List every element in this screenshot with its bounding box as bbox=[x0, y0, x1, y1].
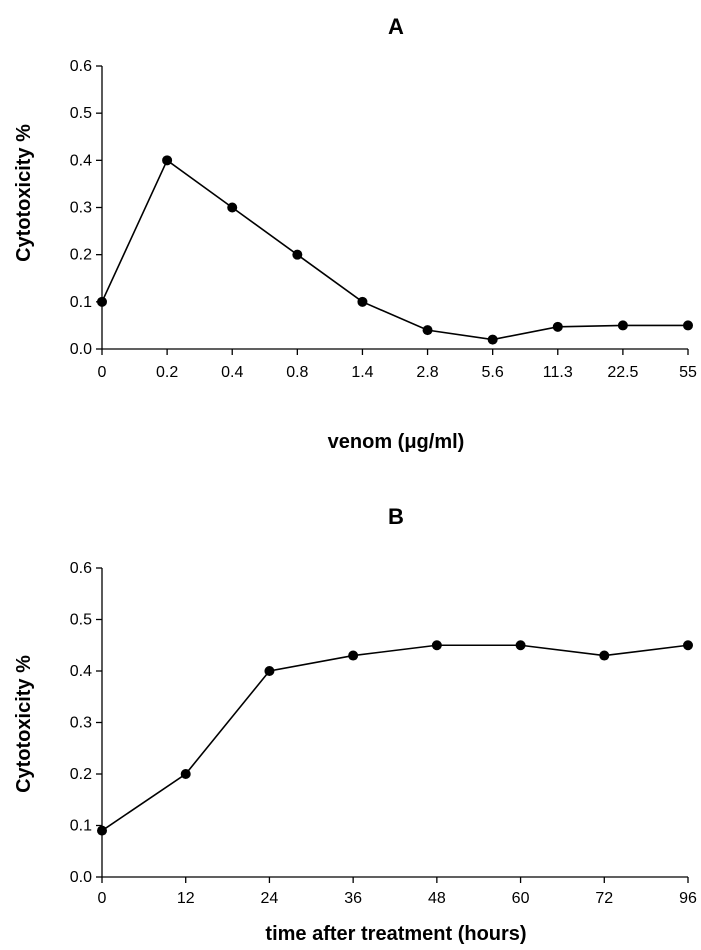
y-tick-label: 0.4 bbox=[70, 663, 92, 680]
series-line bbox=[101, 644, 689, 832]
data-point bbox=[683, 320, 693, 331]
y-tick-label: 0.5 bbox=[70, 105, 92, 122]
y-tick-label: 0.4 bbox=[70, 152, 92, 169]
data-point bbox=[227, 202, 238, 213]
x-tick-label: 22.5 bbox=[607, 364, 638, 381]
x-tick-label: 72 bbox=[595, 890, 613, 907]
x-tick-label: 96 bbox=[679, 890, 697, 907]
data-point bbox=[357, 296, 368, 307]
data-point bbox=[683, 640, 693, 651]
data-point bbox=[264, 666, 275, 676]
x-tick-label: 24 bbox=[261, 890, 279, 907]
data-point bbox=[431, 640, 442, 651]
data-point bbox=[162, 155, 173, 166]
data-point bbox=[487, 334, 498, 345]
y-tick-label: 0.0 bbox=[70, 341, 92, 358]
data-point bbox=[617, 320, 628, 331]
series-line bbox=[101, 159, 688, 341]
data-point bbox=[97, 825, 107, 836]
data-point bbox=[348, 650, 359, 661]
y-tick-label: 0.5 bbox=[70, 612, 92, 629]
data-point bbox=[180, 769, 191, 779]
data-point bbox=[422, 325, 433, 336]
x-tick-label: 0.8 bbox=[286, 364, 308, 381]
data-point bbox=[599, 650, 610, 661]
chart-panel-a: A Cytotoxicity % venom (μg/ml) 0.0 0.1 0.2… bbox=[13, 14, 697, 453]
x-tick-label: 0 bbox=[98, 364, 107, 381]
x-axis-label: venom (μg/ml) bbox=[328, 431, 465, 453]
x-tick-label: 60 bbox=[512, 890, 530, 907]
chart-title: B bbox=[388, 504, 404, 529]
x-tick-label: 2.8 bbox=[416, 364, 438, 381]
x-tick-label: 5.6 bbox=[482, 364, 504, 381]
y-tick-label: 0.6 bbox=[70, 560, 92, 577]
data-point bbox=[97, 296, 107, 307]
data-point bbox=[552, 321, 563, 332]
x-tick-label: 55 bbox=[679, 364, 697, 381]
y-tick-label: 0.2 bbox=[70, 766, 92, 783]
x-tick-label: 11.3 bbox=[543, 364, 573, 381]
y-tick-label: 0.2 bbox=[70, 247, 92, 264]
x-tick-label: 0 bbox=[98, 890, 107, 907]
y-axis-label: Cytotoxicity % bbox=[13, 124, 35, 262]
y-tick-label: 0.1 bbox=[70, 818, 92, 835]
x-tick-label: 48 bbox=[428, 890, 446, 907]
y-axis-label: Cytotoxicity % bbox=[13, 655, 35, 793]
data-point bbox=[515, 640, 526, 651]
x-tick-label: 0.4 bbox=[221, 364, 243, 381]
y-tick-label: 0.1 bbox=[70, 294, 92, 311]
x-tick-label: 12 bbox=[177, 890, 195, 907]
chart-panel-b: B Cytotoxicity % time after treatment (h… bbox=[13, 504, 697, 945]
x-tick-label: 36 bbox=[344, 890, 362, 907]
y-tick-label: 0.0 bbox=[70, 869, 92, 886]
y-tick-label: 0.6 bbox=[70, 58, 92, 75]
y-tick-label: 0.3 bbox=[70, 200, 92, 217]
x-axis-label: time after treatment (hours) bbox=[265, 923, 526, 945]
x-tick-label: 1.4 bbox=[351, 364, 373, 381]
chart-title: A bbox=[388, 14, 404, 39]
x-tick-label: 0.2 bbox=[156, 364, 178, 381]
y-tick-label: 0.3 bbox=[70, 715, 92, 732]
data-point bbox=[292, 249, 303, 260]
